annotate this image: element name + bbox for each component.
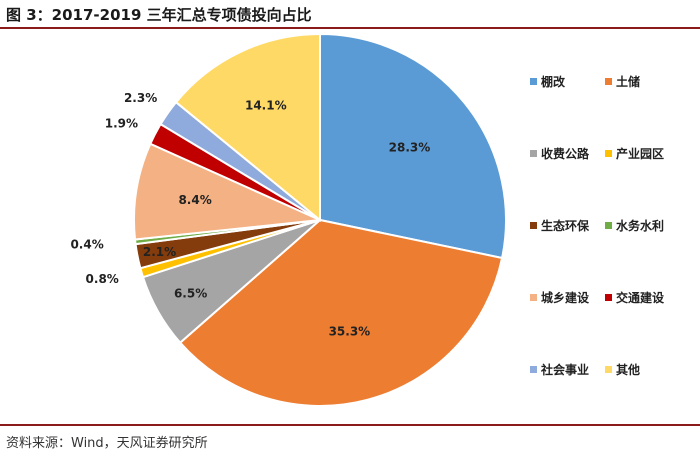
slice-label-6: 0.4% bbox=[70, 238, 103, 252]
legend-swatch-8 bbox=[605, 294, 612, 301]
legend-swatch-5 bbox=[530, 222, 537, 229]
pie-slice-2 bbox=[178, 218, 504, 407]
legend-item-9: 社会事业 bbox=[530, 362, 589, 377]
legend-label-7: 城乡建设 bbox=[541, 290, 590, 305]
legend-label-5: 生态环保 bbox=[541, 218, 590, 233]
legend-label-10: 其他 bbox=[616, 362, 640, 377]
slice-label-9: 2.3% bbox=[124, 91, 157, 105]
legend-item-3: 收费公路 bbox=[530, 146, 590, 161]
legend-swatch-10 bbox=[605, 366, 612, 373]
pie-slice-1 bbox=[319, 32, 507, 260]
legend-label-4: 产业园区 bbox=[616, 146, 664, 161]
legend-item-2: 土储 bbox=[605, 74, 640, 89]
legend-swatch-1 bbox=[530, 78, 537, 85]
slice-label-10: 14.1% bbox=[245, 99, 287, 113]
slice-label-8: 1.9% bbox=[105, 117, 138, 131]
pie-slices bbox=[133, 32, 507, 407]
figure-title: 图 3：2017-2019 三年汇总专项债投向占比 bbox=[6, 6, 312, 24]
slice-label-4: 0.8% bbox=[86, 272, 119, 286]
legend-label-1: 棚改 bbox=[541, 74, 566, 89]
pie-slice-10 bbox=[174, 32, 321, 223]
legend-label-8: 交通建设 bbox=[616, 290, 665, 305]
pie-chart: 28.3% 35.3% 6.5% 0.8% 2.1% 0.4% 8.4% 1.9% 2.3% 14… bbox=[70, 32, 665, 407]
legend-item-10: 其他 bbox=[605, 362, 640, 377]
legend-label-9: 社会事业 bbox=[540, 362, 589, 377]
legend-item-7: 城乡建设 bbox=[530, 290, 590, 305]
footer-divider bbox=[0, 424, 700, 426]
pie-labels: 28.3% 35.3% 6.5% 0.8% 2.1% 0.4% 8.4% 1.9% 2.3% 14… bbox=[70, 91, 430, 339]
legend-label-2: 土储 bbox=[616, 74, 640, 89]
legend-swatch-6 bbox=[605, 222, 612, 229]
legend-swatch-9 bbox=[530, 366, 537, 373]
legend-item-1: 棚改 bbox=[530, 74, 566, 89]
legend-item-8: 交通建设 bbox=[605, 290, 665, 305]
legend-label-6: 水务水利 bbox=[616, 218, 664, 233]
legend-swatch-3 bbox=[530, 150, 537, 157]
legend-swatch-4 bbox=[605, 150, 612, 157]
legend-swatch-7 bbox=[530, 294, 537, 301]
slice-label-2: 35.3% bbox=[329, 325, 371, 339]
slice-label-3: 6.5% bbox=[174, 287, 207, 301]
slice-label-1: 28.3% bbox=[389, 140, 431, 154]
legend-swatch-2 bbox=[605, 78, 612, 85]
slice-label-5: 2.1% bbox=[143, 245, 176, 259]
pie-slice-7 bbox=[133, 142, 324, 241]
source-note: 资料来源：Wind，天风证券研究所 bbox=[6, 436, 208, 451]
slice-label-7: 8.4% bbox=[178, 193, 211, 207]
legend-label-3: 收费公路 bbox=[541, 146, 590, 161]
legend-item-5: 生态环保 bbox=[530, 218, 590, 233]
title-divider bbox=[0, 27, 700, 29]
legend-item-6: 水务水利 bbox=[605, 218, 664, 233]
legend-item-4: 产业园区 bbox=[605, 146, 664, 161]
